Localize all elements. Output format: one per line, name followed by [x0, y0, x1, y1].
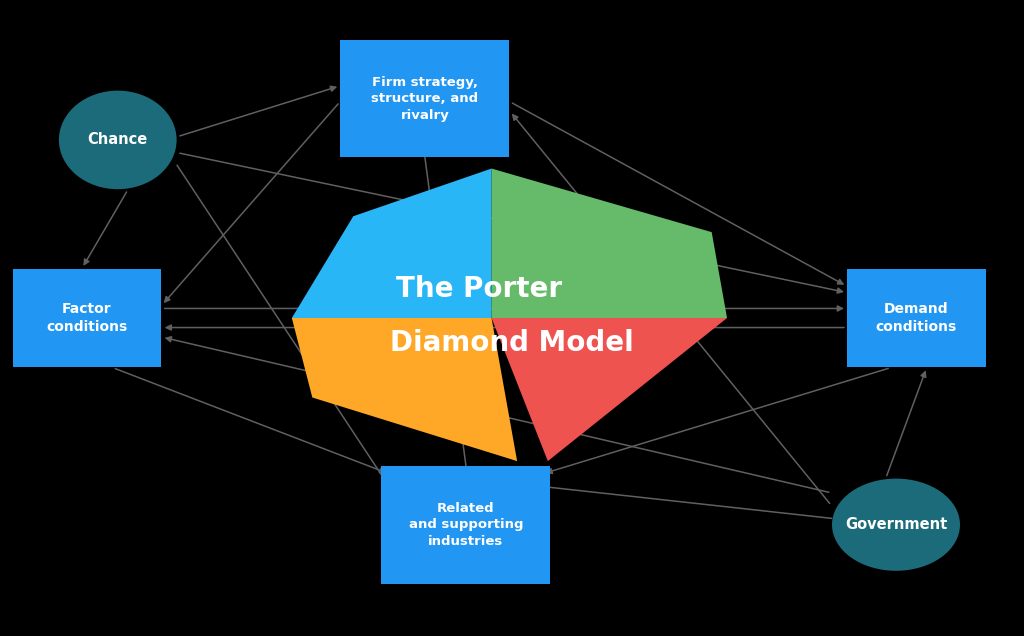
Text: Government: Government	[845, 517, 947, 532]
Text: The Porter: The Porter	[396, 275, 562, 303]
Polygon shape	[492, 318, 727, 461]
Text: Diamond Model: Diamond Model	[390, 329, 634, 357]
Text: Demand
conditions: Demand conditions	[876, 302, 957, 334]
Text: Factor
conditions: Factor conditions	[46, 302, 128, 334]
Text: Chance: Chance	[88, 132, 147, 148]
FancyBboxPatch shape	[381, 466, 551, 584]
Polygon shape	[492, 169, 727, 318]
Ellipse shape	[58, 90, 177, 189]
Polygon shape	[292, 318, 517, 461]
Ellipse shape	[831, 478, 961, 571]
FancyBboxPatch shape	[340, 39, 509, 158]
Text: Firm strategy,
structure, and
rivalry: Firm strategy, structure, and rivalry	[372, 76, 478, 121]
Polygon shape	[292, 169, 492, 318]
FancyBboxPatch shape	[848, 268, 985, 368]
Text: Related
and supporting
industries: Related and supporting industries	[409, 502, 523, 548]
FancyBboxPatch shape	[13, 268, 162, 368]
